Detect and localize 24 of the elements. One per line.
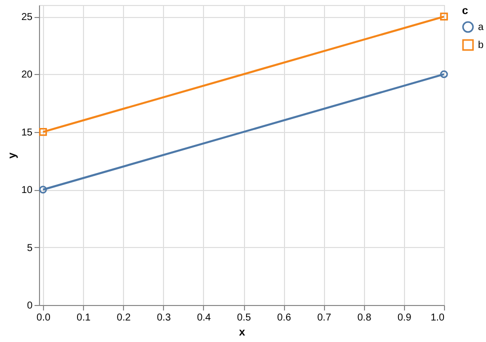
x-tick-label: 0.2 [116, 312, 132, 324]
y-tick-label: 0 [26, 300, 33, 312]
y-tick-label: 20 [21, 70, 33, 81]
y-tick-label: 15 [21, 127, 33, 138]
point [39, 128, 47, 136]
x-tick-label: 1.0 [430, 312, 445, 324]
y-axis-title: y [6, 152, 18, 159]
x-tick-label: 0.7 [317, 312, 332, 324]
legend-label: b [478, 40, 484, 51]
x-tick-label: 0.3 [156, 312, 172, 324]
legend-title: c [462, 5, 468, 17]
y-tick-label: 5 [26, 242, 33, 254]
y-tick-label: 10 [21, 185, 33, 196]
x-tick-label: 0.8 [357, 312, 372, 324]
x-axis-title: x [238, 326, 246, 338]
x-tick-label: 0.6 [277, 312, 292, 324]
y-tick-label: 25 [21, 12, 33, 24]
x-tick-label: 0.0 [36, 312, 51, 324]
legend-label: a [478, 22, 484, 33]
x-tick-label: 0.1 [76, 312, 91, 324]
x-tick-label: 0.9 [397, 312, 412, 324]
point [440, 12, 448, 20]
x-tick-label: 0.5 [237, 312, 252, 324]
x-tick-label: 0.4 [196, 312, 212, 324]
